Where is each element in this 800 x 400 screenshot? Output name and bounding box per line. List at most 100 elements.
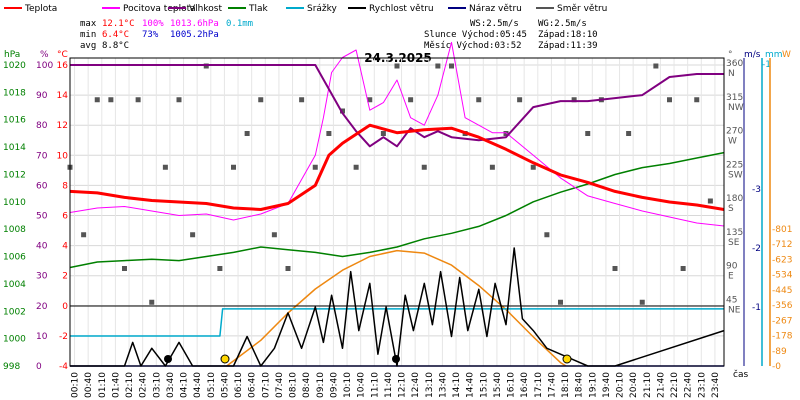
tick-time: 15:40 — [493, 372, 503, 398]
series-layer — [67, 41, 725, 367]
stat-moon: Měsíc Východ:03:52 — [424, 41, 522, 51]
tick-time: 07:40 — [275, 372, 285, 398]
wind-direction-point — [530, 164, 536, 170]
tick-hpa: 1008 — [3, 225, 26, 235]
tick-dir-name: SE — [728, 238, 740, 248]
tick-pct: 60 — [36, 181, 48, 191]
tick-time: 11:10 — [370, 372, 380, 398]
wind-direction-point — [626, 131, 632, 136]
wind-direction-point — [667, 97, 672, 103]
tick-dir-deg: 45 — [726, 295, 737, 305]
wind-direction-point — [217, 266, 223, 271]
stat-min-temp: 6.4°C — [102, 30, 129, 40]
stat-sun-set: Západ:18:10 — [538, 30, 598, 40]
wind-direction-point — [231, 164, 236, 170]
wind-direction-point — [353, 164, 359, 170]
axis-unit-hpa: hPa — [4, 50, 20, 60]
tick-w: -623 — [772, 255, 792, 265]
stat-max-rain: 0.1mm — [226, 19, 253, 29]
tick-time: 03:10 — [152, 372, 162, 398]
wind-direction-point — [503, 131, 509, 136]
tick-time: 23:10 — [697, 372, 707, 398]
stat-wg: WG:2.5m/s — [538, 19, 587, 29]
tick-dir-name: SW — [728, 170, 743, 180]
tick-time: 02:10 — [125, 372, 135, 398]
tick-temp: 12 — [57, 121, 68, 131]
tick-dir-name: W — [728, 137, 737, 147]
axis-time-label: čas — [733, 369, 748, 380]
wind-direction-point — [585, 131, 591, 136]
tick-hpa: 1000 — [3, 335, 26, 345]
wind-direction-point — [489, 164, 495, 170]
tick-time: 20:10 — [616, 372, 626, 398]
tick-hpa: 1004 — [3, 280, 26, 290]
tick-dir-name: S — [728, 204, 734, 214]
tick-w: -0 — [772, 362, 781, 372]
tick-pct: 40 — [36, 242, 48, 252]
wind-direction-point — [544, 232, 550, 238]
tick-time: 00:40 — [84, 372, 94, 398]
wind-direction-point — [326, 131, 332, 136]
tick-time: 10:40 — [357, 372, 367, 398]
wind-direction-point — [558, 299, 563, 305]
tick-time: 19:40 — [602, 372, 612, 398]
stat-avg-label: avg — [80, 41, 96, 51]
tick-time: 21:40 — [656, 372, 666, 398]
stat-min-hum: 73% — [142, 30, 159, 40]
tick-dir-name: NE — [728, 305, 741, 315]
sunset-marker — [562, 354, 572, 364]
tick-pct: 80 — [36, 121, 48, 131]
tick-w: -712 — [772, 240, 792, 250]
tick-mm: -1 — [762, 60, 771, 70]
stat-ws: WS:2.5m/s — [470, 19, 519, 29]
tick-time: 03:40 — [166, 372, 176, 398]
wind-direction-point — [122, 266, 127, 271]
tick-time: 06:40 — [248, 372, 258, 398]
tick-time: 17:10 — [534, 372, 544, 398]
tick-dir-deg: 315 — [726, 93, 743, 103]
wind-direction-point — [435, 63, 441, 69]
stat-min-label: min — [80, 30, 96, 40]
series-line-tlak — [69, 151, 725, 269]
wind-direction-point — [680, 266, 686, 271]
wind-direction-point — [340, 108, 345, 114]
wind-direction-point — [108, 97, 114, 103]
tick-time: 11:40 — [384, 372, 394, 398]
tick-pct: 20 — [36, 302, 48, 312]
tick-hpa: 1002 — [3, 307, 26, 317]
tick-time: 01:10 — [98, 372, 108, 398]
tick-time: 12:40 — [411, 372, 421, 398]
tick-w: -534 — [772, 271, 793, 281]
wind-direction-point — [258, 97, 264, 103]
tick-ms: -2 — [752, 244, 761, 254]
sunrise-marker — [220, 354, 230, 364]
tick-dir-deg: 360 — [726, 59, 743, 69]
legend-wind-speed: Rychlost větru — [369, 4, 434, 14]
series-line-sr-ky — [70, 308, 724, 337]
tick-time: 14:10 — [452, 372, 462, 398]
tick-time: 01:40 — [111, 372, 121, 398]
tick-dir-name: N — [728, 69, 735, 79]
plot-frame — [69, 57, 725, 367]
tick-time: 09:40 — [329, 372, 339, 398]
wind-direction-point — [94, 97, 100, 103]
tick-time: 05:10 — [207, 372, 217, 398]
tick-dir-name: NW — [728, 103, 744, 113]
wind-direction-point — [694, 97, 700, 103]
stat-max-label: max — [80, 19, 97, 29]
wind-direction-point — [476, 97, 482, 103]
tick-w: -89 — [772, 347, 787, 357]
tick-time: 04:10 — [180, 372, 190, 398]
wind-direction-point — [612, 266, 618, 271]
tick-time: 13:40 — [438, 372, 448, 398]
axis-unit-temp: °C — [57, 50, 68, 60]
tick-time: 21:10 — [643, 372, 653, 398]
tick-time: 13:10 — [425, 372, 435, 398]
moonrise-marker — [164, 355, 172, 363]
tick-time: 16:10 — [507, 372, 517, 398]
tick-pct: 10 — [36, 332, 48, 342]
stat-moon-set: Západ:11:39 — [538, 41, 598, 51]
tick-pct: 90 — [36, 91, 48, 101]
tick-w: -267 — [772, 316, 792, 326]
